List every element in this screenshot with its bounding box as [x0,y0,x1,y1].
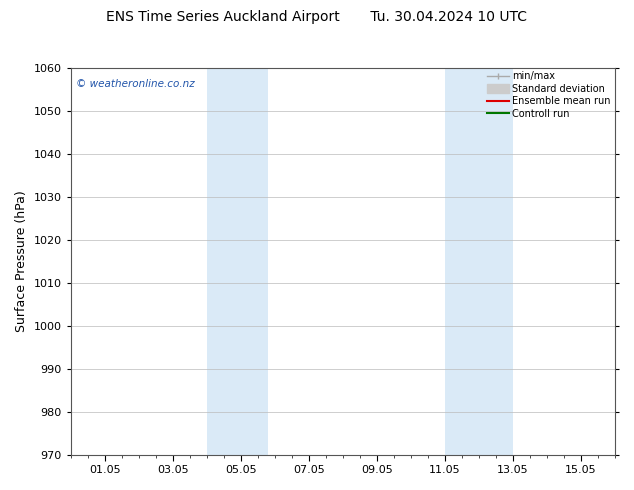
Y-axis label: Surface Pressure (hPa): Surface Pressure (hPa) [15,190,28,332]
Bar [445,68,513,455]
Text: ENS Time Series Auckland Airport       Tu. 30.04.2024 10 UTC: ENS Time Series Auckland Airport Tu. 30.… [107,10,527,24]
Legend: min/max, Standard deviation, Ensemble mean run, Controll run: min/max, Standard deviation, Ensemble me… [485,70,613,121]
Bar [207,68,268,455]
Text: © weatheronline.co.nz: © weatheronline.co.nz [76,79,195,89]
